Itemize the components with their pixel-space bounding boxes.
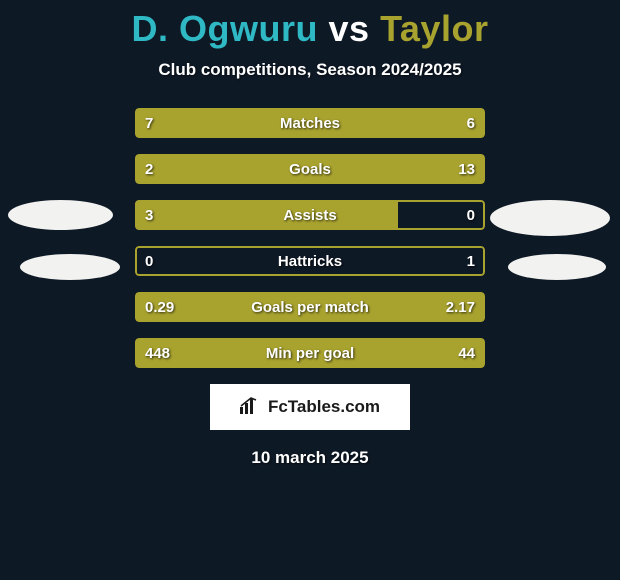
stat-row: 44844Min per goal	[135, 338, 485, 368]
date-text: 10 march 2025	[0, 448, 620, 468]
title-separator: vs	[329, 8, 370, 49]
stat-label: Matches	[135, 108, 485, 138]
comparison-card: D. Ogwuru vs Taylor Club competitions, S…	[0, 0, 620, 468]
stat-row: 0.292.17Goals per match	[135, 292, 485, 322]
subtitle: Club competitions, Season 2024/2025	[0, 60, 620, 80]
stat-rows: 76Matches 213Goals 30Assists 01Hattricks 0.2…	[0, 108, 620, 368]
stat-row: 76Matches	[135, 108, 485, 138]
stat-row: 01Hattricks	[135, 246, 485, 276]
stat-row: 30Assists	[135, 200, 485, 230]
oval-left-2	[20, 254, 120, 280]
stat-label: Goals	[135, 154, 485, 184]
oval-right-1	[490, 200, 610, 236]
page-title: D. Ogwuru vs Taylor	[0, 8, 620, 50]
stat-label: Min per goal	[135, 338, 485, 368]
stat-label: Assists	[135, 200, 485, 230]
logo-text: FcTables.com	[268, 397, 380, 417]
stat-row: 213Goals	[135, 154, 485, 184]
title-player2: Taylor	[380, 8, 488, 49]
stat-label: Hattricks	[135, 246, 485, 276]
oval-right-2	[508, 254, 606, 280]
stat-label: Goals per match	[135, 292, 485, 322]
oval-left-1	[8, 200, 113, 230]
bar-chart-icon	[240, 396, 262, 419]
title-player1: D. Ogwuru	[132, 8, 319, 49]
logo-box: FcTables.com	[210, 384, 410, 430]
